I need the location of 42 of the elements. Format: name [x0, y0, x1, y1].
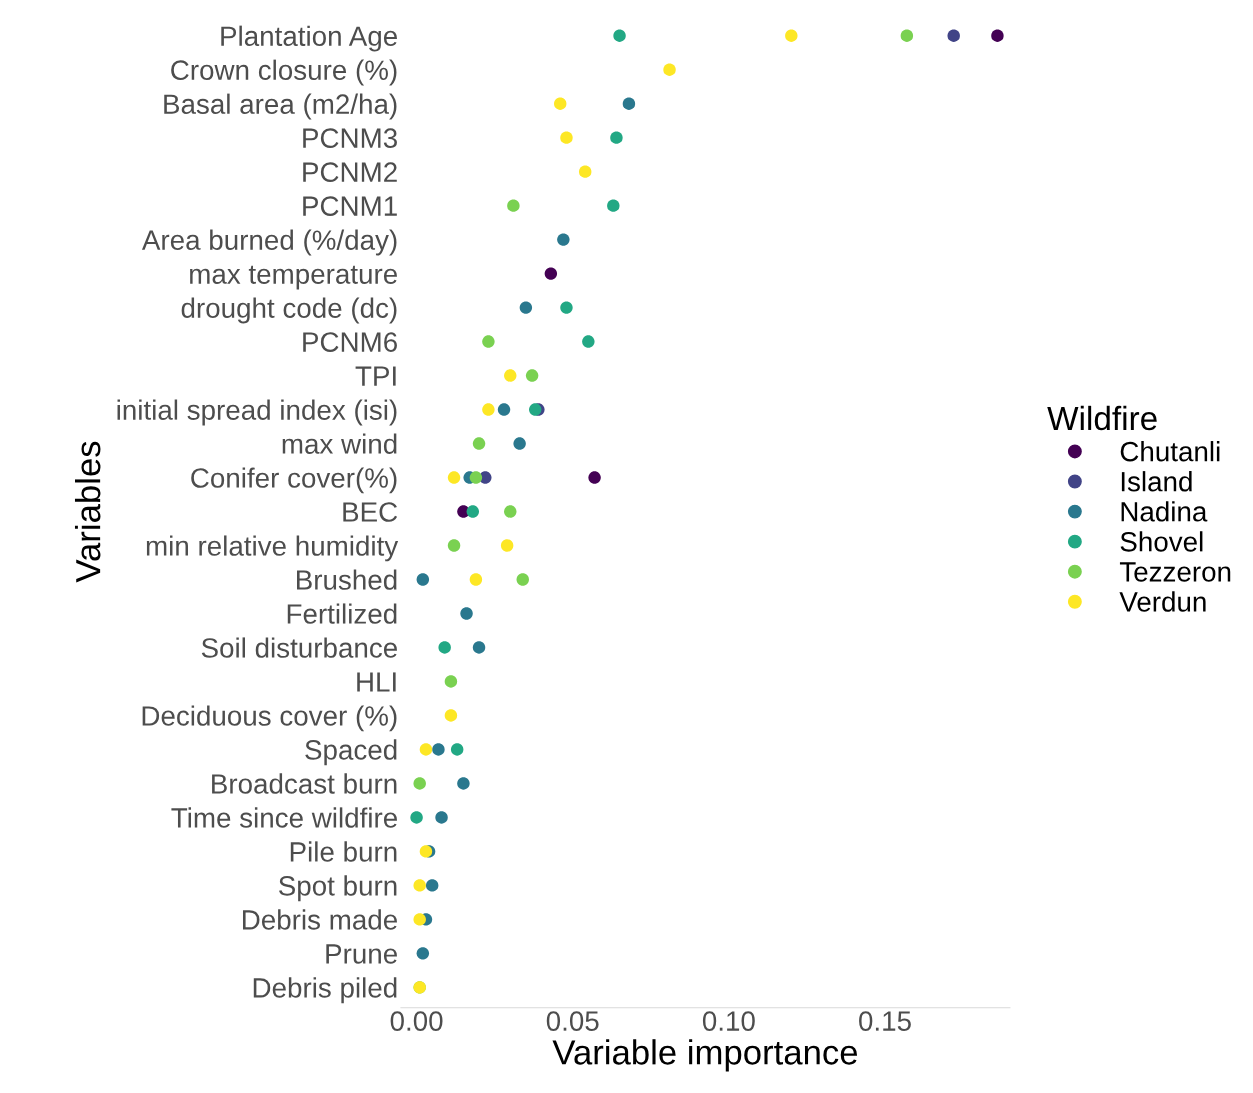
y-axis-title: Variables [74, 441, 101, 583]
legend-label: Nadina [1121, 501, 1208, 522]
x-tick-label: 0.05 [546, 1011, 599, 1031]
y-tick-label: Plantation Age [221, 25, 397, 52]
y-tick-label: max wind [282, 433, 397, 454]
x-tick-label: 0.10 [702, 1011, 755, 1031]
x-tick-label: 0.00 [390, 1011, 443, 1031]
y-tick-label: Spaced [305, 739, 397, 766]
y-tick-label: drought code (dc) [181, 297, 397, 324]
y-tick-label: Debris made [243, 909, 397, 930]
legend-label: Island [1121, 471, 1192, 492]
y-tick-label: TPI [355, 366, 396, 386]
y-tick-label: HLI [357, 672, 396, 692]
x-axis-title: Variable importance [552, 1039, 858, 1072]
y-tick-label: Brushed [297, 569, 397, 590]
legend-label: Shovel [1120, 531, 1203, 552]
y-tick-label: Broadcast burn [212, 773, 397, 794]
y-tick-label: initial spread index (isi) [117, 399, 397, 426]
y-tick-label: Spot burn [279, 875, 397, 902]
y-tick-label: PCNM6 [303, 332, 397, 352]
y-tick-label: Basal area (m2/ha) [164, 93, 397, 120]
legend-label: Verdun [1119, 591, 1206, 612]
y-tick-label: Deciduous cover (%) [142, 705, 397, 732]
y-tick-label: PCNM1 [303, 196, 397, 216]
y-tick-label: Fertilized [287, 603, 397, 624]
legend-title: Wildfire [1047, 405, 1157, 431]
y-tick-label: Prune [326, 944, 397, 964]
legend-label: Tezzeron [1119, 562, 1231, 582]
x-tick-label: 0.15 [859, 1011, 911, 1031]
y-tick-label: Soil disturbance [201, 637, 397, 658]
y-tick-label: min relative humidity [146, 535, 399, 562]
y-tick-label: max temperature [190, 265, 397, 290]
y-tick-label: PCNM3 [303, 128, 397, 148]
y-tick-label: BEC [343, 502, 398, 522]
y-tick-label: Crown closure (%) [171, 59, 397, 86]
y-tick-label: PCNM2 [303, 162, 397, 182]
y-tick-label: Debris piled [253, 977, 397, 1004]
legend-label: Chutanli [1120, 441, 1220, 462]
y-tick-label: Conifer cover(%) [191, 467, 397, 494]
y-tick-label: Area burned (%/day) [141, 229, 397, 256]
y-tick-label: Pile burn [290, 841, 397, 862]
y-tick-label: Time since wildfire [171, 807, 397, 828]
